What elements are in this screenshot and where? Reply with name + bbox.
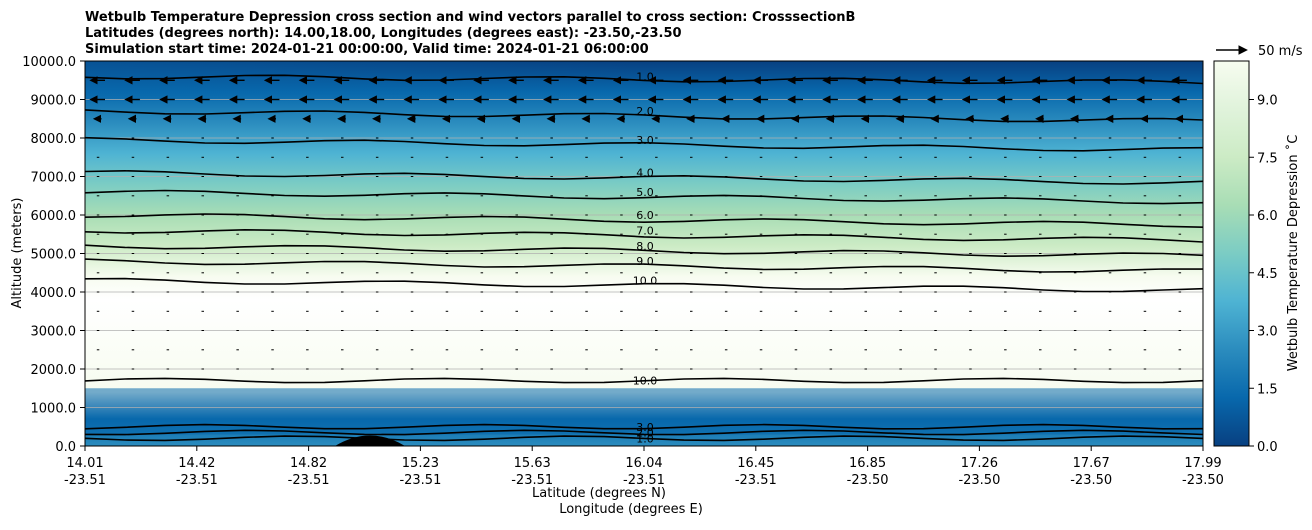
contour-line [85, 258, 1203, 273]
colorbar-tick-label: 6.0 [1257, 209, 1278, 224]
y-tick-label: 0.0 [55, 440, 76, 455]
contour-label: 10.0 [633, 274, 658, 287]
contour-line [85, 109, 1203, 123]
contour-label: 2.0 [636, 105, 654, 118]
x-axis: 14.01 -23.51 14.42 -23.51 14.82 -23.51 15.23 -2… [64, 446, 1224, 488]
y-tick-label: 7000.0 [31, 171, 77, 186]
colorbar-tick-label: 3.0 [1257, 325, 1278, 340]
colorbar-tick-label: 4.5 [1257, 267, 1278, 282]
y-tick-label: 5000.0 [31, 248, 77, 263]
x-tick-label-longitude: -23.51 [623, 473, 665, 488]
contour-line [85, 228, 1203, 243]
x-tick-label-latitude: 15.23 [402, 456, 439, 471]
chart-title-line-1: Wetbulb Temperature Depression cross sec… [85, 10, 855, 25]
y-axis-label: Altitude (meters) [10, 198, 25, 309]
x-tick-label-longitude: -23.51 [735, 473, 777, 488]
y-axis: 0.0 1000.0 2000.0 3000.0 4000.0 5000.0 6000.0 7… [22, 55, 85, 455]
x-tick-label-longitude: -23.50 [1070, 473, 1112, 488]
colorbar [1213, 60, 1250, 447]
wind-vectors [89, 76, 1187, 370]
contour-line [85, 74, 1203, 85]
y-tick-label: 10000.0 [22, 55, 76, 70]
y-tick-label: 4000.0 [31, 286, 77, 301]
x-tick-label-latitude: 15.63 [514, 456, 551, 471]
contour-line [85, 136, 1203, 152]
x-tick-label-latitude: 14.42 [178, 456, 215, 471]
contour-label: 6.0 [636, 209, 654, 222]
contour-label: 1.0 [636, 70, 654, 83]
contour-line [85, 429, 1203, 436]
contour-label: 9.0 [636, 255, 654, 268]
x-tick-label-latitude: 16.04 [625, 456, 662, 471]
x-tick-label-longitude: -23.51 [399, 473, 441, 488]
contour-label: 4.0 [636, 167, 654, 180]
contour-label: 5.0 [636, 186, 654, 199]
colorbar-tick-label: 9.0 [1257, 94, 1278, 109]
colorbar-label: Wetbulb Temperature Depression ˚C [1285, 135, 1301, 372]
x-tick-label-longitude: -23.50 [958, 473, 1000, 488]
x-tick-label-latitude: 14.01 [66, 456, 103, 471]
contour-line [85, 244, 1203, 258]
x-tick-label-latitude: 16.85 [849, 456, 886, 471]
x-tick-label-longitude: -23.51 [511, 473, 553, 488]
x-tick-label-longitude: -23.50 [1182, 473, 1224, 488]
x-tick-label-longitude: -23.51 [288, 473, 330, 488]
wind-key-label: 50 m/s [1258, 44, 1303, 59]
y-tick-label: 6000.0 [31, 209, 77, 224]
y-tick-label: 1000.0 [31, 402, 77, 417]
chart-title-line-2: Latitudes (degrees north): 14.00,18.00, … [85, 26, 682, 41]
contour-label: 3.0 [636, 134, 654, 147]
colorbar-tick-label: 1.5 [1257, 382, 1278, 397]
x-tick-label-latitude: 17.26 [961, 456, 998, 471]
y-tick-label: 8000.0 [31, 132, 77, 147]
colorbar-tick-label: 7.5 [1257, 151, 1278, 166]
x-tick-label-latitude: 17.67 [1073, 456, 1110, 471]
contour-label: 1.0 [636, 432, 654, 445]
contour-line [85, 423, 1203, 430]
x-tick-label-longitude: -23.51 [64, 473, 106, 488]
x-tick-label-latitude: 14.82 [290, 456, 327, 471]
y-tick-label: 3000.0 [31, 325, 77, 340]
contour-label: 10.0 [633, 375, 658, 388]
x-axis-label-latitude: Latitude (degrees N) [532, 486, 666, 501]
contour-line [85, 435, 1203, 442]
x-axis-label-longitude: Longitude (degrees E) [559, 502, 703, 517]
colorbar-ticks: 0.0 1.5 3.0 4.5 6.0 7.5 9.0 [1249, 94, 1278, 455]
x-tick-label-latitude: 16.45 [737, 456, 774, 471]
x-tick-label-longitude: -23.51 [176, 473, 218, 488]
contour-label: 7.0 [636, 224, 654, 237]
x-tick-label-latitude: 17.99 [1184, 456, 1221, 471]
colorbar-tick-label: 0.0 [1257, 440, 1278, 455]
contour-label: 2.0 [636, 427, 654, 440]
plot-area: 1.02.03.010.010.09.08.07.06.05.04.03.02.… [85, 61, 1203, 446]
chart-title-line-3: Simulation start time: 2024-01-21 00:00:… [85, 42, 649, 57]
contour-label: 8.0 [636, 240, 654, 253]
y-tick-label: 9000.0 [31, 94, 77, 109]
contour-line [85, 189, 1203, 205]
x-tick-label-longitude: -23.50 [847, 473, 889, 488]
y-tick-label: 2000.0 [31, 363, 77, 378]
contour-line [85, 213, 1203, 228]
contour-label: 3.0 [636, 421, 654, 434]
contour-line [85, 377, 1203, 384]
contour-lines: 1.02.03.010.010.09.08.07.06.05.04.03.02.… [85, 70, 1203, 445]
contour-line [85, 277, 1203, 293]
